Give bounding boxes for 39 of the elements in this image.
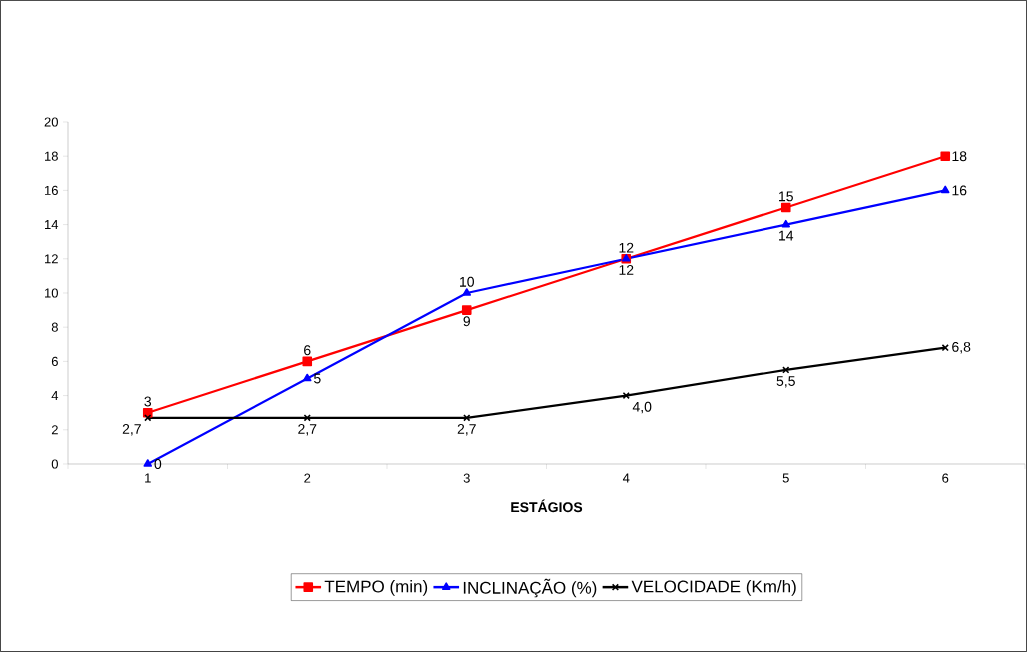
data-label: 12 — [619, 264, 634, 275]
y-tick-label: 16 — [45, 185, 58, 195]
legend-label: TEMPO (min) — [324, 580, 428, 596]
data-label: 6 — [304, 345, 311, 356]
x-tick-label: 3 — [463, 473, 470, 483]
x-tick-label: 2 — [304, 473, 311, 483]
data-label: 18 — [952, 151, 967, 162]
data-label: 14 — [779, 230, 794, 241]
data-label: 0 — [154, 459, 162, 469]
data-label: 6,8 — [952, 341, 971, 354]
y-tick-label: 2 — [51, 425, 58, 435]
data-label: 12 — [619, 242, 634, 253]
x-tick-label: 6 — [942, 473, 949, 483]
data-label: 15 — [779, 191, 793, 202]
data-label: 5,5 — [776, 376, 795, 388]
data-label: 10 — [460, 276, 474, 287]
x-tick-label: 4 — [622, 473, 630, 483]
y-tick-label: 12 — [45, 254, 58, 264]
legend-label: INCLINAÇÃO (%) — [463, 578, 597, 598]
data-label: 5 — [314, 373, 321, 384]
x-tick-label: 5 — [782, 473, 789, 483]
legend-label: VELOCIDADE (Km/h) — [631, 580, 796, 596]
y-tick-label: 10 — [45, 288, 58, 298]
y-tick-label: 6 — [51, 356, 58, 366]
x-axis-title: ESTÁGIOS — [511, 499, 583, 513]
y-tick-label: 4 — [51, 391, 59, 401]
y-tick-label: 8 — [51, 322, 58, 332]
y-tick-label: 18 — [45, 151, 58, 161]
y-tick-label: 0 — [51, 459, 58, 469]
data-label: 9 — [463, 316, 470, 327]
x-tick-label: 1 — [145, 473, 151, 483]
data-label: 2,7 — [122, 424, 141, 436]
data-label: 4,0 — [632, 401, 652, 414]
data-label: 2,7 — [457, 424, 476, 436]
y-tick-label: 20 — [44, 117, 58, 127]
data-label: 3 — [144, 396, 152, 407]
y-tick-label: 14 — [45, 220, 59, 230]
data-label: 16 — [952, 185, 967, 196]
data-label: 2,7 — [298, 424, 317, 436]
